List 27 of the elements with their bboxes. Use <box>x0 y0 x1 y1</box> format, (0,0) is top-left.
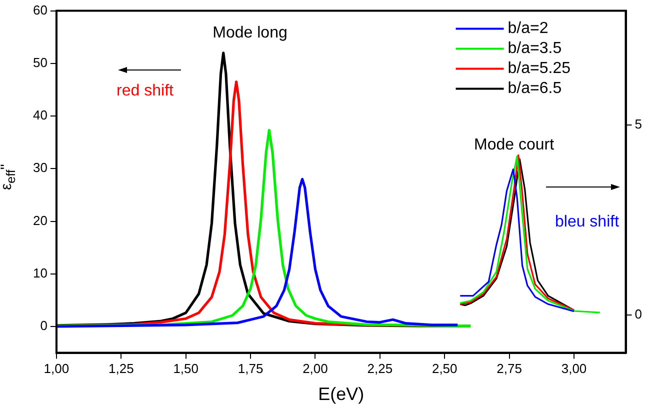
y-tick-label: 40 <box>32 108 48 123</box>
x-tick-label: 2,00 <box>302 361 328 376</box>
legend-label: b/a=3.5 <box>508 40 562 58</box>
y-tick-label: 50 <box>32 54 48 70</box>
legend-label: b/a=5.25 <box>508 60 571 78</box>
y-tick-label: 30 <box>32 160 48 176</box>
x-tick-label: 1,25 <box>108 361 134 376</box>
x-tick-label: 1,75 <box>238 361 264 376</box>
legend-label: b/a=6.5 <box>508 80 562 98</box>
annotation: Mode court <box>474 136 555 154</box>
x-tick-label: 3,00 <box>561 361 587 376</box>
x-tick-label: 1,00 <box>44 361 70 376</box>
y-tick-label: 10 <box>32 265 48 280</box>
y-tick-label: 0 <box>40 318 48 334</box>
y-tick-label: 20 <box>32 212 48 228</box>
x-tick-label: 2,75 <box>496 361 522 376</box>
annotation: bleu shift <box>554 213 620 230</box>
y2-tick-label: 5 <box>634 116 642 132</box>
x-tick-label: 1,50 <box>173 361 199 376</box>
annotation: Mode long <box>212 24 288 42</box>
x-tick-label: 2,50 <box>432 361 458 376</box>
y2-tick-label: 0 <box>634 306 642 322</box>
x-axis-title: E(eV) <box>318 384 364 404</box>
y-tick-label: 60 <box>32 2 48 18</box>
annotation: red shift <box>116 82 174 100</box>
legend-label: b/a=2 <box>508 20 548 38</box>
x-tick-label: 2,25 <box>367 361 393 376</box>
